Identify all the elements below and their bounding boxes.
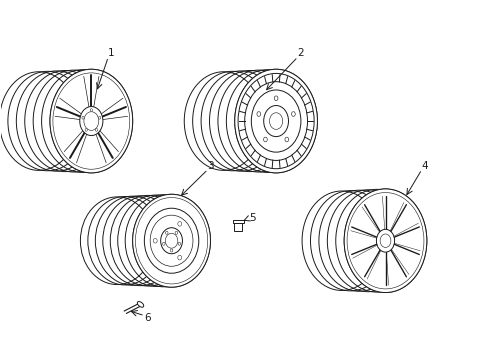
Ellipse shape (80, 107, 102, 136)
Ellipse shape (132, 194, 210, 287)
Ellipse shape (98, 116, 101, 119)
Ellipse shape (274, 96, 277, 100)
Ellipse shape (153, 238, 157, 243)
Ellipse shape (165, 231, 168, 234)
Text: 3: 3 (207, 161, 213, 171)
Ellipse shape (162, 242, 165, 245)
Ellipse shape (291, 112, 295, 116)
Bar (234, 222, 242, 231)
Ellipse shape (50, 69, 132, 173)
Ellipse shape (256, 112, 260, 116)
Ellipse shape (95, 129, 98, 131)
Ellipse shape (170, 249, 172, 252)
Ellipse shape (285, 137, 288, 142)
Text: 6: 6 (143, 312, 150, 323)
Text: 1: 1 (107, 48, 114, 58)
Ellipse shape (344, 189, 426, 293)
Ellipse shape (161, 228, 182, 254)
Ellipse shape (137, 302, 143, 307)
Ellipse shape (178, 255, 182, 260)
Text: 4: 4 (420, 161, 427, 171)
Ellipse shape (263, 137, 267, 142)
Ellipse shape (234, 69, 317, 173)
Ellipse shape (82, 116, 84, 119)
Ellipse shape (175, 231, 177, 234)
Ellipse shape (144, 208, 199, 273)
Ellipse shape (263, 105, 288, 136)
Ellipse shape (90, 109, 92, 112)
Text: 2: 2 (297, 48, 303, 58)
Ellipse shape (376, 229, 394, 252)
Text: 5: 5 (249, 212, 255, 222)
Ellipse shape (85, 129, 87, 131)
Bar (232, 220, 243, 223)
Ellipse shape (178, 221, 182, 226)
Ellipse shape (178, 242, 180, 245)
